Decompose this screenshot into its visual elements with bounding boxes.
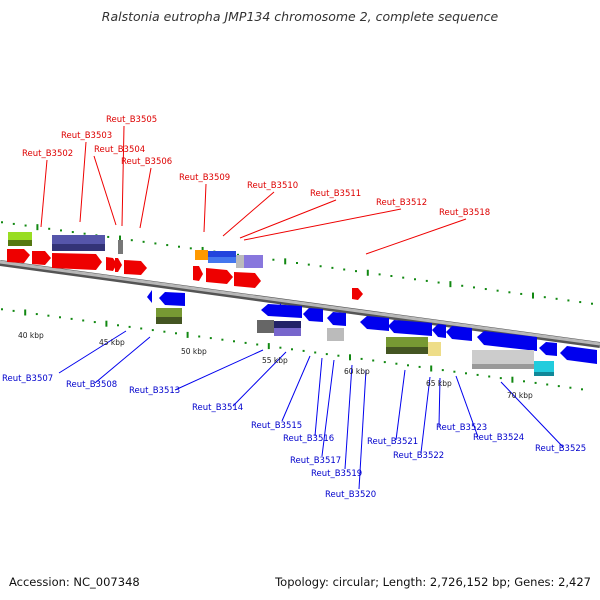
gene-label[interactable]: Reut_B3510 [247, 181, 298, 191]
map-line [94, 336, 151, 384]
map-line [358, 369, 367, 490]
reverse-gene-arrow [539, 342, 557, 356]
gene-label[interactable]: Reut_B3513 [129, 386, 180, 396]
lower-feature-track [156, 308, 554, 376]
gene-label[interactable]: Reut_B3520 [325, 490, 376, 500]
gene-label[interactable]: Reut_B3509 [179, 173, 230, 183]
gene-label[interactable]: Reut_B3514 [192, 403, 243, 413]
map-line [203, 183, 207, 233]
forward-gene-arrow [32, 251, 51, 265]
map-line [500, 381, 564, 448]
reverse-gene-arrow [147, 290, 152, 303]
gene-label[interactable]: Reut_B3505 [106, 115, 157, 125]
forward-gene-arrow [124, 260, 147, 275]
gene-label[interactable]: Reut_B3508 [66, 380, 117, 390]
map-line [121, 125, 125, 227]
gene-label[interactable]: Reut_B3517 [290, 456, 341, 466]
reverse-gene-arrow [327, 312, 346, 326]
upper-feature-track [8, 232, 263, 268]
map-line [174, 349, 264, 391]
reverse-gene-arrow [477, 331, 537, 351]
gene-label[interactable]: Reut_B3502 [22, 149, 73, 159]
kbp-label: 65 kbp [426, 379, 452, 388]
reverse-gene-arrow [388, 320, 432, 336]
sequence-backbone [0, 260, 600, 348]
gene-label[interactable]: Reut_B3518 [439, 208, 490, 218]
kbp-label: 50 kbp [181, 347, 207, 356]
map-line [79, 141, 87, 223]
map-title: Ralstonia eutropha JMP134 chromosome 2, … [101, 9, 499, 24]
gene-label[interactable]: Reut_B3504 [94, 145, 145, 155]
forward-gene-arrow [206, 268, 233, 284]
reverse-gene-arrow [261, 304, 302, 318]
map-line [40, 159, 48, 228]
forward-gene-arrow [234, 272, 261, 288]
map-line [281, 355, 311, 422]
reverse-gene-arrow [360, 316, 389, 331]
gene-label[interactable]: Reut_B3516 [283, 434, 334, 444]
reverse-gene-arrow [276, 303, 281, 315]
kbp-label: 60 kbp [344, 367, 370, 376]
reverse-callout-lines [58, 330, 564, 490]
gene-label[interactable]: Reut_B3522 [393, 451, 444, 461]
gene-label[interactable]: Reut_B3524 [473, 433, 524, 443]
map-line [239, 199, 337, 239]
forward-gene-arrow [352, 288, 363, 300]
gene-label[interactable]: Reut_B3506 [121, 157, 172, 167]
forward-gene-arrow [193, 266, 203, 281]
map-line [222, 191, 275, 237]
map-line [344, 364, 353, 470]
map-line [243, 208, 402, 241]
map-line [232, 351, 287, 407]
gene-label[interactable]: Reut_B3503 [61, 131, 112, 141]
reverse-gene-arrow [303, 308, 323, 322]
forward-gene-labels: Reut_B3502 Reut_B3503 Reut_B3504 Reut_B3… [22, 115, 490, 218]
forward-gene-arrow [52, 253, 102, 270]
map-line [321, 359, 335, 457]
map-line [139, 167, 152, 229]
lower-tick-track [1, 308, 583, 391]
reverse-gene-arrow [446, 326, 472, 341]
map-line [455, 375, 479, 438]
forward-strand-track [7, 249, 363, 300]
forward-gene-arrow [106, 257, 117, 271]
gene-label[interactable]: Reut_B3507 [2, 374, 53, 384]
reverse-gene-arrow [432, 324, 446, 338]
kbp-label: 55 kbp [262, 356, 288, 365]
map-line [395, 369, 406, 441]
gene-label[interactable]: Reut_B3521 [367, 437, 418, 447]
map-line [93, 155, 117, 226]
map-line [314, 357, 323, 437]
gene-label[interactable]: Reut_B3523 [436, 423, 487, 433]
map-line [438, 377, 441, 427]
map-line [420, 376, 431, 454]
reverse-gene-arrow [159, 292, 185, 306]
sequence-summary: Topology: circular; Length: 2,726,152 bp… [275, 575, 591, 589]
gene-label[interactable]: Reut_B3519 [311, 469, 362, 479]
kbp-label: 70 kbp [507, 391, 533, 400]
map-line [58, 330, 127, 374]
gene-label[interactable]: Reut_B3515 [251, 421, 302, 431]
forward-gene-arrow [7, 249, 30, 263]
kbp-label: 40 kbp [18, 331, 44, 340]
map-line [365, 218, 467, 255]
gene-label[interactable]: Reut_B3511 [310, 189, 361, 199]
forward-gene-arrow [115, 258, 122, 272]
kbp-scale-labels: 40 kbp 45 kbp 50 kbp 55 kbp 60 kbp 65 kb… [18, 331, 533, 400]
reverse-gene-arrow [560, 346, 597, 364]
kbp-label: 45 kbp [99, 338, 125, 347]
gene-label[interactable]: Reut_B3512 [376, 198, 427, 208]
forward-callout-lines [40, 125, 467, 255]
accession-text: Accession: NC_007348 [9, 575, 140, 589]
reverse-gene-labels: Reut_B3507 Reut_B3508 Reut_B3513 Reut_B3… [2, 374, 586, 500]
gene-label[interactable]: Reut_B3525 [535, 444, 586, 454]
reverse-strand-track [147, 290, 597, 364]
